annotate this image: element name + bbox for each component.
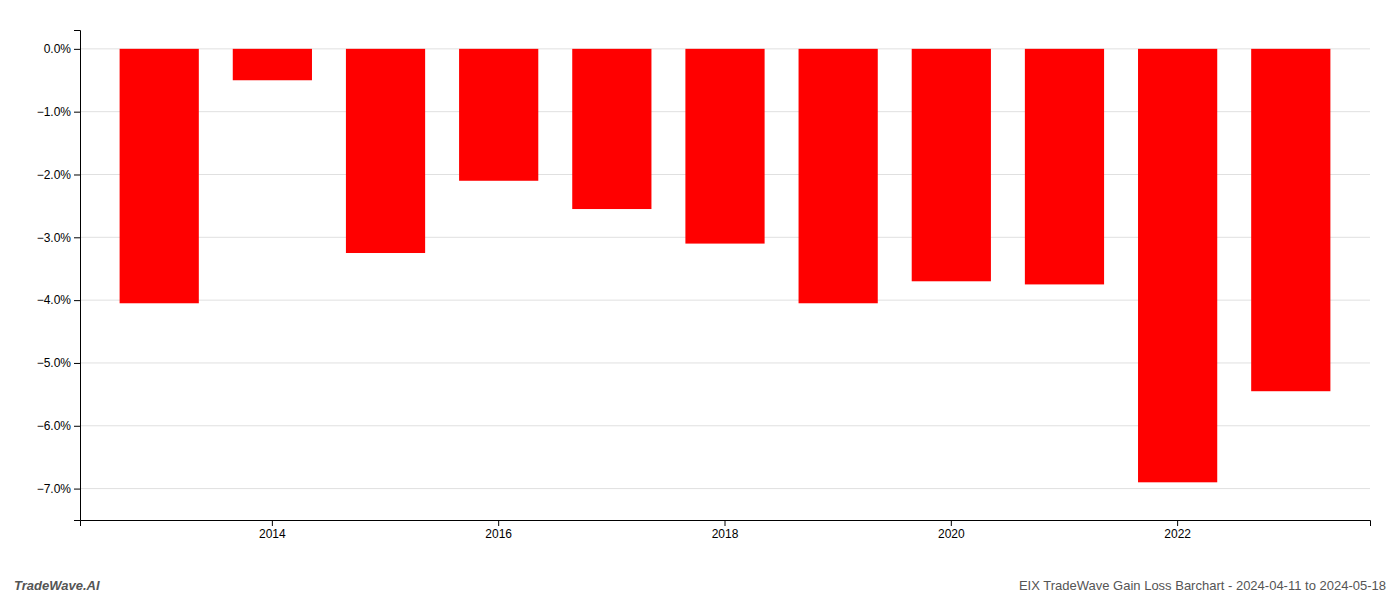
x-tick: 2018 (712, 520, 739, 541)
y-axis-line (74, 31, 81, 521)
chart-svg: 0.0% −1.0% −2.0% −3.0% −4.0% −5.0% −6.0% −7.0% 2… (0, 0, 1400, 600)
y-tick-label: −7.0% (37, 482, 72, 496)
bar (346, 49, 425, 253)
y-tick: −1.0% (37, 105, 80, 119)
bar (1025, 49, 1104, 285)
y-tick-label: −3.0% (37, 231, 72, 245)
y-tick: −6.0% (37, 419, 80, 433)
x-tick-mark (1177, 520, 1178, 526)
x-tick: 2016 (485, 520, 512, 541)
y-tick-label: −4.0% (37, 293, 72, 307)
y-tick-label: −5.0% (37, 356, 72, 370)
x-tick: 2014 (259, 520, 286, 541)
x-tick-mark (725, 520, 726, 526)
x-tick-label: 2022 (1164, 527, 1191, 541)
bar (459, 49, 538, 181)
bar (572, 49, 651, 209)
bars (120, 49, 1331, 482)
x-tick-label: 2018 (712, 527, 739, 541)
x-tick: 2020 (938, 520, 965, 541)
x-tick: 2022 (1164, 520, 1191, 541)
y-tick-mark (74, 112, 80, 113)
bar (1251, 49, 1330, 391)
footer-right: EIX TradeWave Gain Loss Barchart - 2024-… (1019, 578, 1386, 593)
y-tick-label: 0.0% (44, 42, 72, 56)
footer-left: TradeWave.AI (14, 578, 100, 593)
y-tick-mark (74, 300, 80, 301)
y-tick-mark (74, 237, 80, 238)
x-tick-mark (272, 520, 273, 526)
bar (685, 49, 764, 244)
x-tick-mark (498, 520, 499, 526)
y-tick-label: −1.0% (37, 105, 72, 119)
grid (80, 49, 1370, 489)
y-tick: 0.0% (44, 42, 80, 56)
x-axis-line (81, 521, 1371, 527)
x-tick-label: 2016 (485, 527, 512, 541)
y-tick: −5.0% (37, 356, 80, 370)
y-tick-mark (74, 363, 80, 364)
y-axis: 0.0% −1.0% −2.0% −3.0% −4.0% −5.0% −6.0% −7.0% (37, 31, 81, 521)
x-tick-label: 2014 (259, 527, 286, 541)
grid-line (80, 488, 1370, 489)
bar (912, 49, 991, 281)
x-tick-label: 2020 (938, 527, 965, 541)
y-tick-label: −6.0% (37, 419, 72, 433)
y-tick-mark (74, 49, 80, 50)
chart-container: 0.0% −1.0% −2.0% −3.0% −4.0% −5.0% −6.0% −7.0% 2… (0, 0, 1400, 600)
y-tick: −4.0% (37, 293, 80, 307)
bar (799, 49, 878, 303)
plot: 0.0% −1.0% −2.0% −3.0% −4.0% −5.0% −6.0% −7.0% 2… (37, 31, 1371, 541)
y-tick: −3.0% (37, 231, 80, 245)
x-tick-mark (951, 520, 952, 526)
bar (120, 49, 199, 303)
y-tick-label: −2.0% (37, 168, 72, 182)
x-axis: 2014 2016 2018 2020 2022 (81, 520, 1371, 541)
y-tick: −7.0% (37, 482, 80, 496)
y-tick-mark (74, 426, 80, 427)
y-tick-mark (74, 489, 80, 490)
bar (233, 49, 312, 80)
y-tick: −2.0% (37, 168, 80, 182)
bar (1138, 49, 1217, 482)
y-tick-mark (74, 174, 80, 175)
